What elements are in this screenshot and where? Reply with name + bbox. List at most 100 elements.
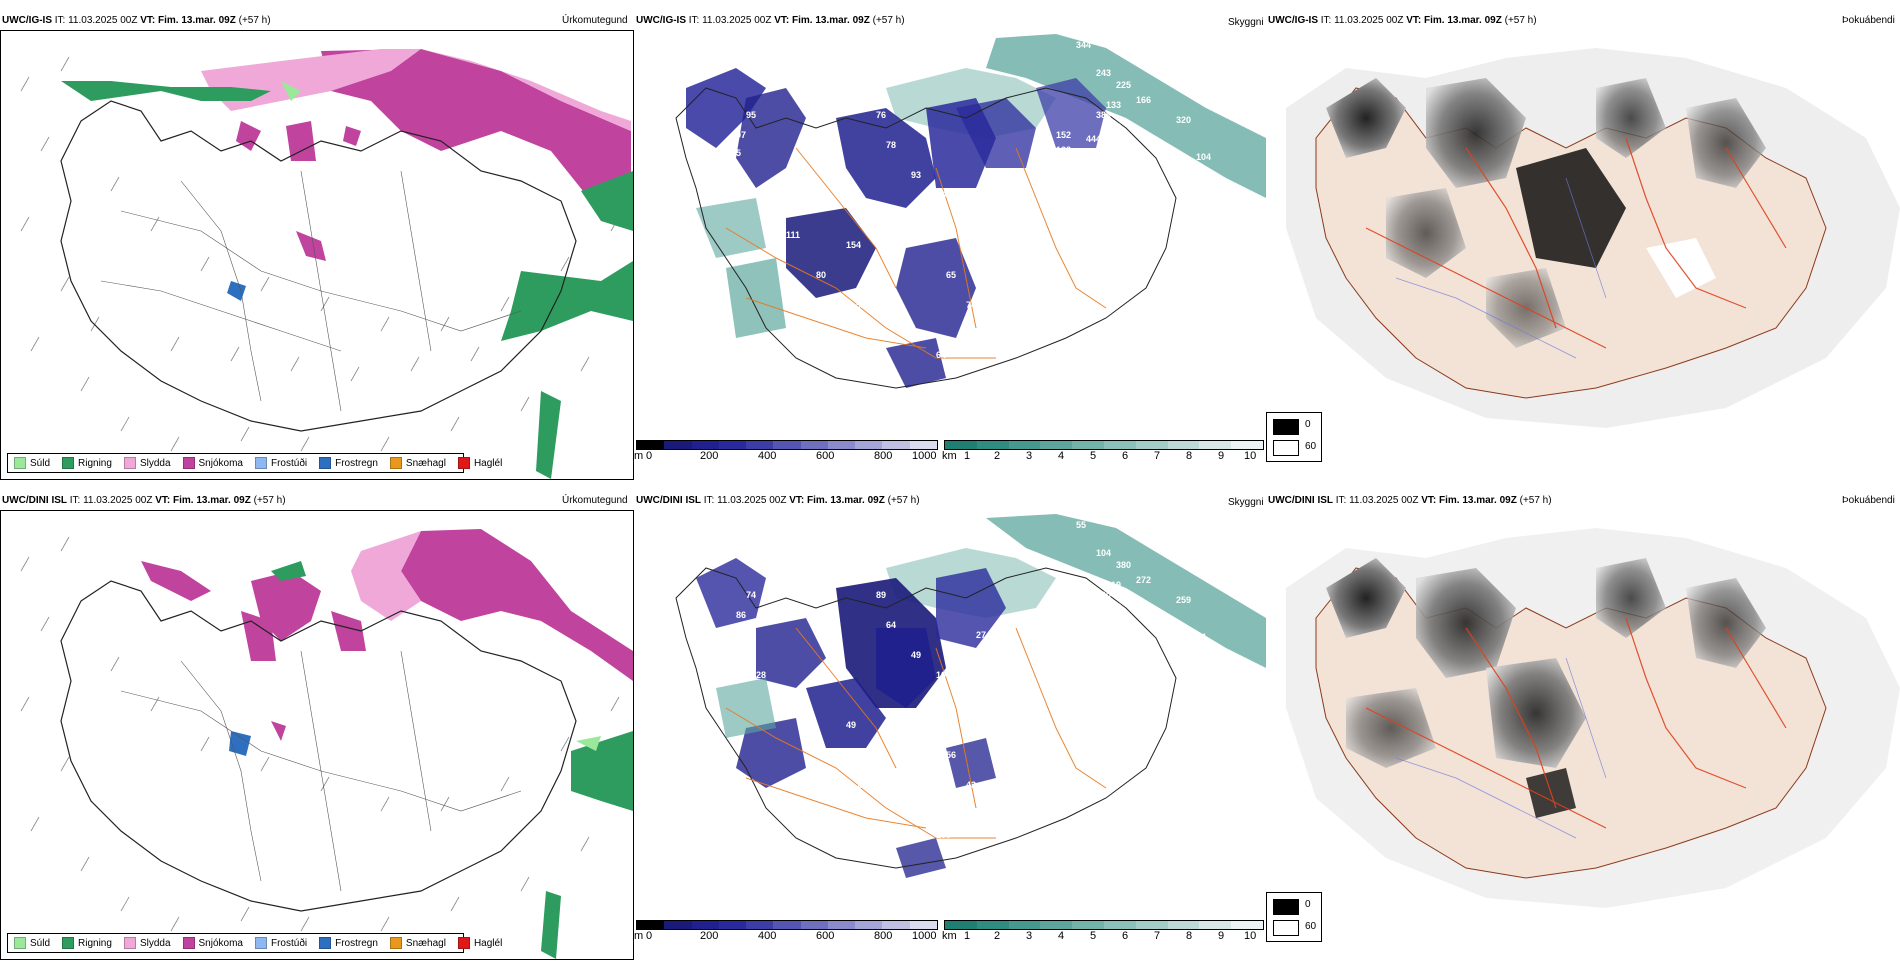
- legend-item-haglel: Haglél: [457, 937, 502, 949]
- visibility-scale-bar: [944, 440, 1264, 450]
- height-tick: 0: [646, 930, 653, 942]
- fog-panel-title: Þokuábendi: [1842, 15, 1895, 26]
- cloud-base-label: 89: [876, 590, 886, 600]
- legend-label: Slydda: [139, 937, 171, 949]
- precip-type-map[interactable]: Súld Rigning Slydda Snjókoma Frostúði Fr…: [0, 510, 634, 960]
- cloud-base-label: 56: [946, 750, 956, 760]
- fog-indicator-map[interactable]: [1266, 508, 1900, 918]
- precip-map-svg: [20, 49, 633, 479]
- cloud-base-label: 177: [786, 710, 801, 720]
- colorbar-segment: [718, 441, 747, 449]
- valid-time: VT: Fim. 13.mar. 09Z: [789, 495, 885, 506]
- visibility-tick: 1: [964, 930, 971, 942]
- lead-time: (+57 h): [887, 495, 920, 506]
- cloud-base-label: 89: [936, 230, 946, 240]
- legend-item-suld: Súld: [14, 457, 50, 469]
- colorbar-segment: [909, 441, 937, 449]
- colorbar-segment: [976, 921, 1009, 929]
- cloud-base-label: 133: [1106, 100, 1121, 110]
- cloud-base-label: 97: [736, 130, 746, 140]
- cloud-base-label: 55: [1076, 520, 1086, 530]
- legend-label: Snjókoma: [198, 457, 243, 469]
- init-time: IT: 11.03.2025 00Z: [703, 495, 787, 506]
- cloud-base-label: 80: [816, 270, 826, 280]
- height-tick: 600: [816, 930, 835, 942]
- cloud-base-label: 69: [751, 190, 761, 200]
- fog-swatch-low: [1273, 419, 1299, 435]
- cloud-base-label: 225: [1116, 80, 1131, 90]
- valid-time: VT: Fim. 13.mar. 09Z: [1421, 495, 1517, 506]
- colorbar-segment: [1231, 441, 1263, 449]
- fog-label-low: 0: [1305, 419, 1311, 430]
- lead-time: (+57 h): [238, 15, 271, 26]
- cloud-base-label: 95: [746, 110, 756, 120]
- colorbar-segment: [1040, 441, 1073, 449]
- cloud-base-visibility-map[interactable]: 101 95 97 85 69 68 76 78 93 86 139 65 74 87 64 52 111 80 1…: [636, 28, 1266, 436]
- model-name: UWC/DINI ISL: [636, 495, 701, 506]
- legend-item-rigning: Rigning: [62, 457, 112, 469]
- cloud-base-label: 101: [706, 60, 721, 70]
- valid-time: VT: Fim. 13.mar. 09Z: [774, 15, 870, 26]
- valid-time: VT: Fim. 13.mar. 09Z: [140, 15, 236, 26]
- colorbar-segment: [976, 441, 1009, 449]
- height-tick: 1000: [912, 450, 937, 462]
- precip-panel-title: Úrkomutegund: [562, 495, 628, 506]
- precip-type-map[interactable]: Súld Rigning Slydda Snjókoma Frostúði Fr…: [0, 30, 634, 480]
- legend-swatch: [123, 457, 136, 469]
- colorbar-segment: [827, 921, 856, 929]
- cloud-base-label: 444: [1086, 134, 1101, 144]
- lead-time: (+57 h): [872, 15, 905, 26]
- visibility-tick: 3: [1026, 450, 1033, 462]
- fog-swatch-high: [1273, 440, 1299, 456]
- cloud-base-label: 344: [1076, 40, 1091, 50]
- visibility-tick: 4: [1058, 930, 1065, 942]
- cloud-base-label: 63: [1016, 670, 1026, 680]
- cloud-base-label: 478: [1106, 602, 1121, 612]
- model-name: UWC/IG-IS: [1268, 15, 1318, 26]
- colorbar-segment: [718, 921, 747, 929]
- legend-label: Súld: [30, 937, 51, 949]
- init-time: IT: 11.03.2025 00Z: [69, 495, 153, 506]
- cloud-base-label: 78: [886, 140, 896, 150]
- colorbar-segment: [1103, 921, 1136, 929]
- cloud-base-label: 320: [1176, 115, 1191, 125]
- visibility-tick: 7: [1154, 930, 1161, 942]
- legend-swatch: [123, 937, 136, 949]
- cloud-base-label: 95: [1166, 150, 1176, 160]
- height-tick: 800: [874, 450, 893, 462]
- cloud-base-label: 73: [731, 628, 741, 638]
- fog-indicator-map[interactable]: [1266, 28, 1900, 438]
- colorbar-segment: [800, 441, 828, 449]
- legend-item-slydda: Slydda: [123, 457, 171, 469]
- cloud-base-label: 76: [876, 110, 886, 120]
- cloud-base-label: 49: [911, 650, 921, 660]
- cloud-base-label: 49: [846, 720, 856, 730]
- valid-time: VT: Fim. 13.mar. 09Z: [155, 495, 251, 506]
- fog-label-high: 60: [1305, 441, 1317, 452]
- cloud-base-label: 262: [1056, 625, 1071, 635]
- cloud-base-label: 128: [751, 670, 766, 680]
- colorbar-segment: [1167, 441, 1200, 449]
- cloud-base-label: 59: [816, 750, 826, 760]
- fog-header: UWC/IG-IS IT: 11.03.2025 00Z VT: Fim. 13…: [1268, 14, 1537, 28]
- legend-swatch: [254, 457, 267, 469]
- colorbar-segment: [691, 441, 719, 449]
- visibility-tick: 8: [1186, 930, 1193, 942]
- cloud-base-label: 242: [1166, 630, 1181, 640]
- legend-swatch: [62, 937, 75, 949]
- colorbar-segment: [664, 921, 692, 929]
- legend-swatch: [254, 937, 267, 949]
- forecast-row-dini-isl: UWC/DINI ISL IT: 11.03.2025 00Z VT: Fim.…: [0, 494, 1900, 964]
- colorbar-segment: [773, 441, 801, 449]
- visibility-tick: 6: [1122, 930, 1129, 942]
- cloud-base-visibility-map[interactable]: 101 74 86 73 128 96 89 64 49 106 70 56 43 66 100 118 177…: [636, 508, 1266, 916]
- legend-item-frostudi: Frostúði: [254, 937, 307, 949]
- colorbar-segment: [664, 441, 692, 449]
- init-time: IT: 11.03.2025 00Z: [1335, 495, 1419, 506]
- precip-header: UWC/DINI ISL IT: 11.03.2025 00Z VT: Fim.…: [2, 494, 286, 508]
- colorbar-segment: [1008, 921, 1041, 929]
- lead-time: (+57 h): [1519, 495, 1552, 506]
- precip-type-legend: Súld Rigning Slydda Snjókoma Frostúði Fr…: [7, 933, 502, 953]
- forecast-row-ig-is: UWC/IG-IS IT: 11.03.2025 00Z VT: Fim. 13…: [0, 14, 1900, 484]
- cloud-base-label: 104: [1196, 152, 1211, 162]
